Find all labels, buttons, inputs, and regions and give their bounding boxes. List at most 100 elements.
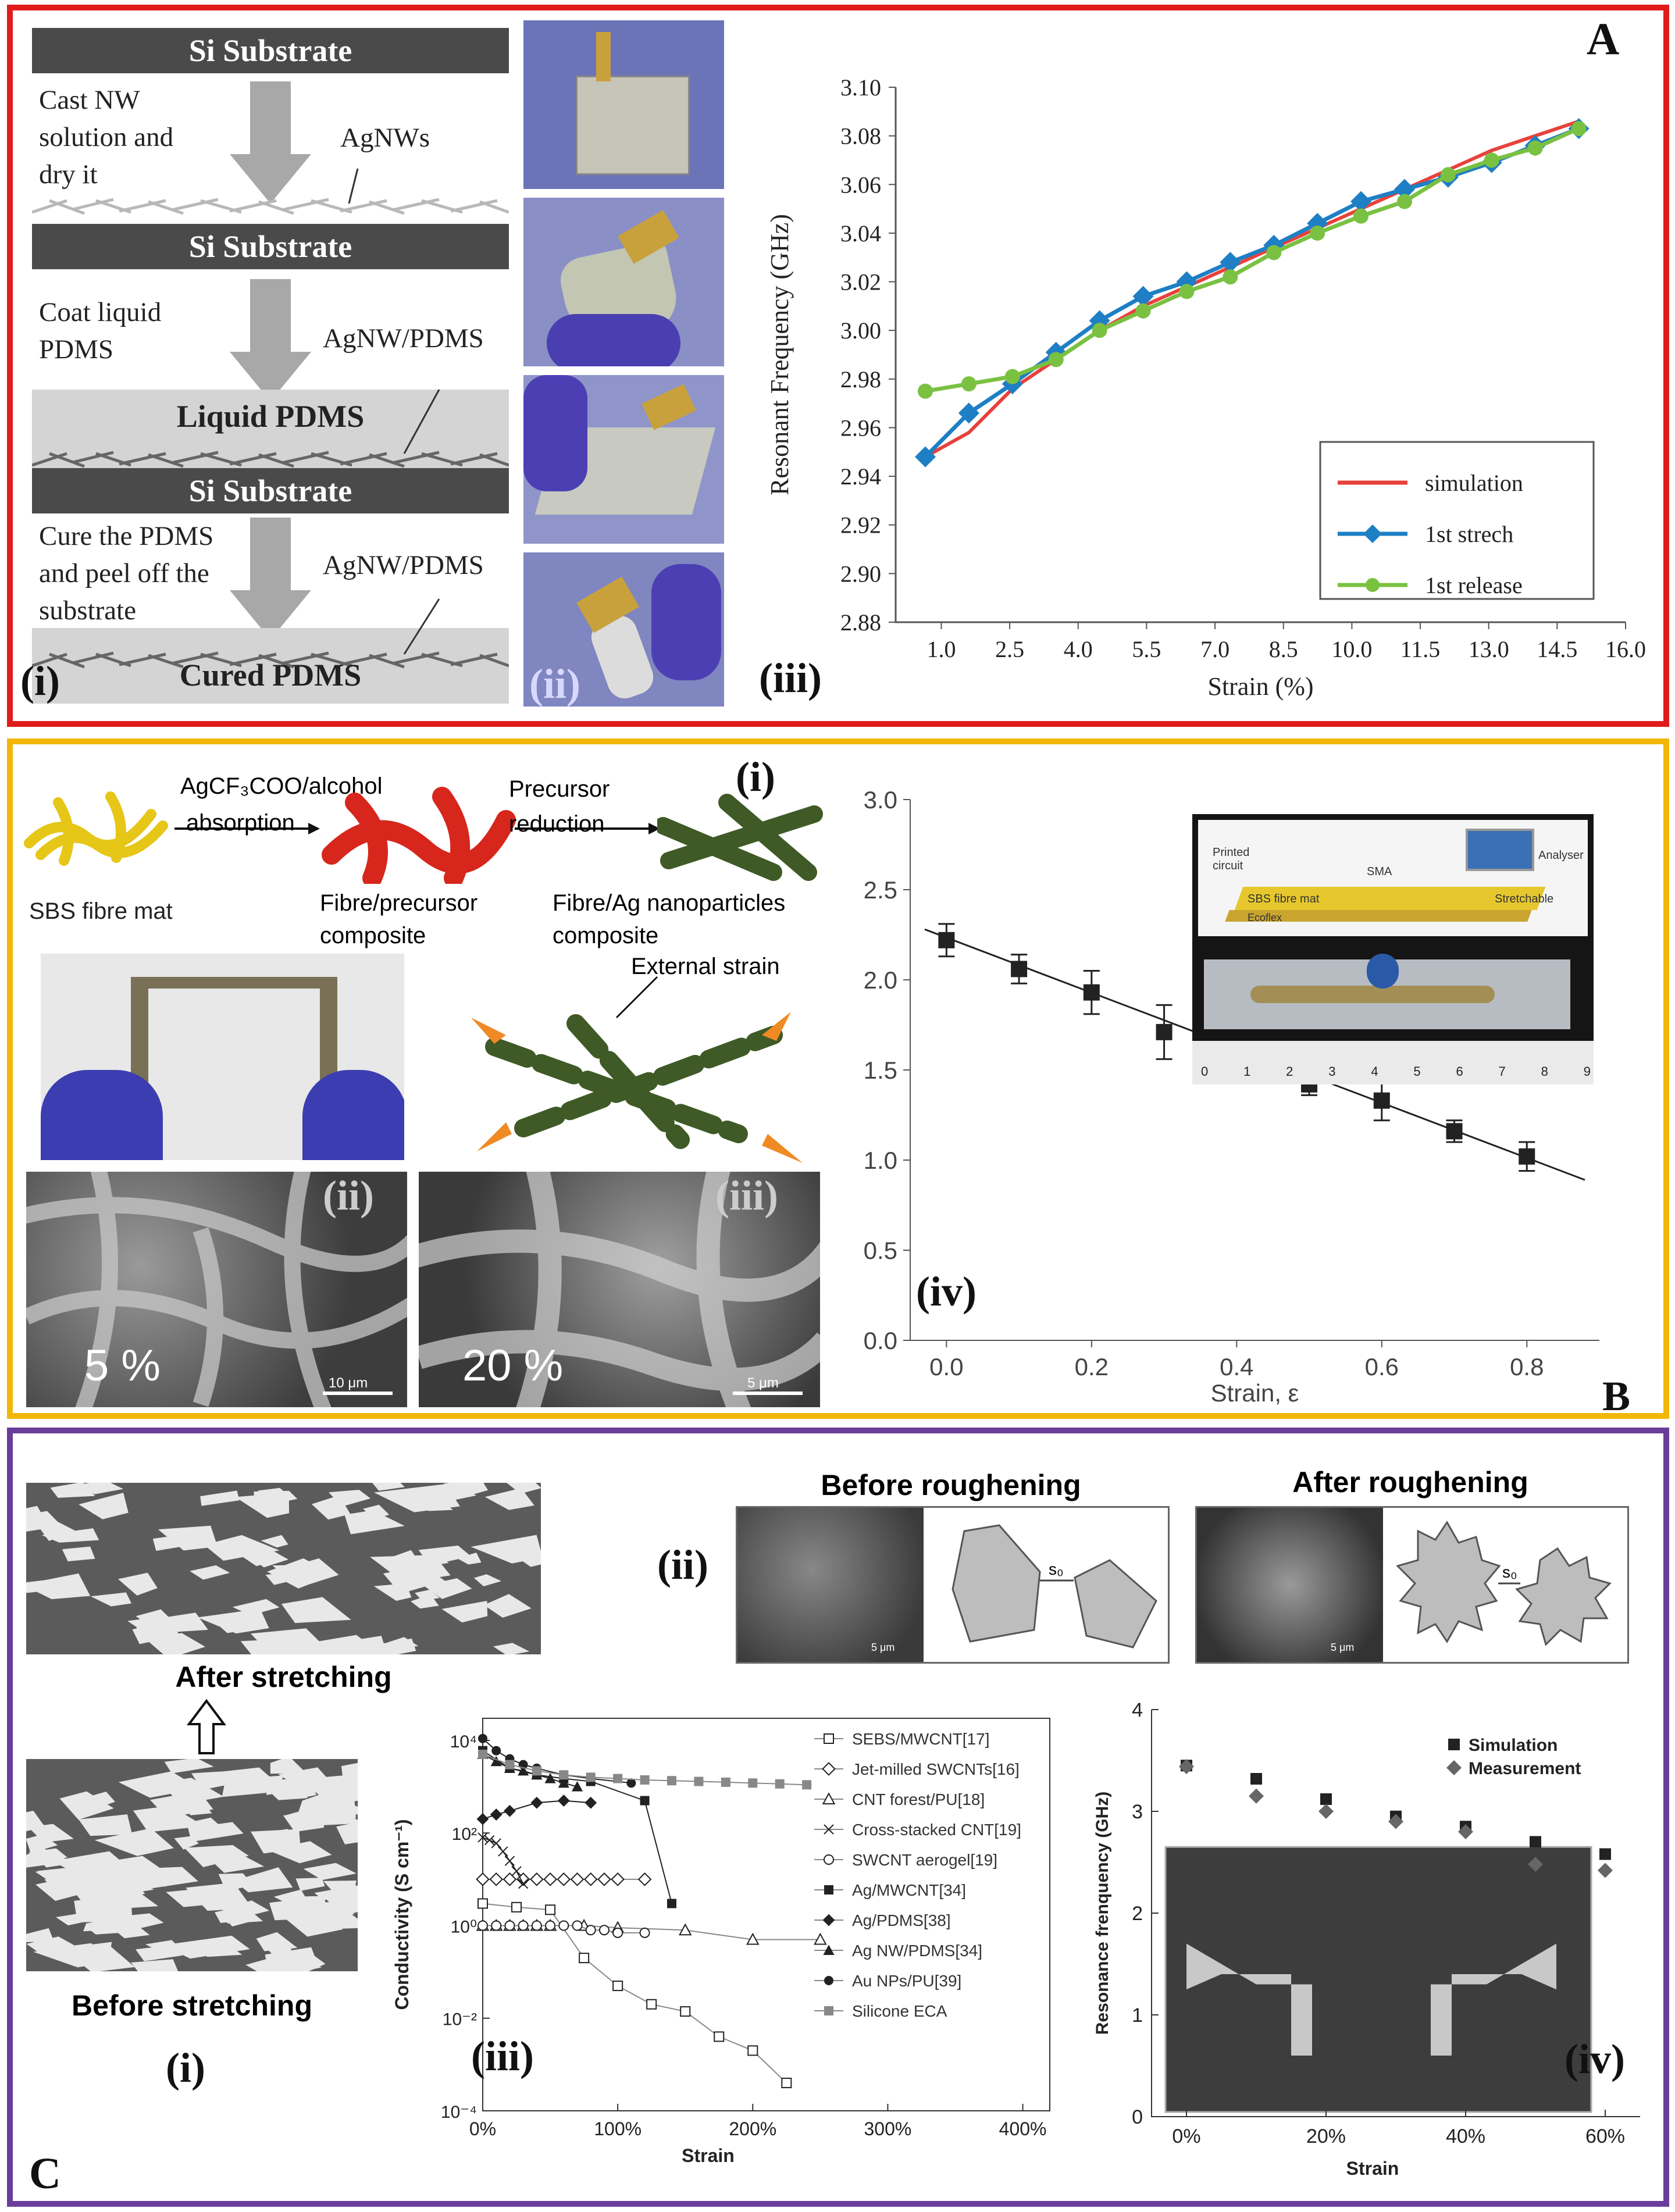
flake xyxy=(152,1535,196,1551)
x-axis-label: Strain xyxy=(682,2145,735,2166)
series-line-2 xyxy=(925,126,1580,394)
release-point xyxy=(1310,225,1325,241)
panel-c-letter: C xyxy=(29,2149,61,2198)
flake xyxy=(26,1834,58,1853)
x-tick-label: 1.0 xyxy=(926,636,956,662)
series-point-9 xyxy=(613,1774,623,1783)
down-arrow-icon xyxy=(230,518,311,640)
y-tick-label: 1.5 xyxy=(864,1057,897,1084)
series-point-0 xyxy=(1250,1773,1262,1785)
series-point-3 xyxy=(518,1878,529,1889)
y-tick-label: 0.5 xyxy=(864,1237,897,1264)
y-tick-label: 3.10 xyxy=(840,74,881,101)
data-point xyxy=(1011,961,1028,977)
before-roughening-title: Before roughening xyxy=(821,1469,1081,1501)
external-strain-label: External strain xyxy=(631,954,780,979)
flake xyxy=(118,1572,158,1596)
sem-image-5pct: 5 % 10 μm (ii) xyxy=(26,1172,407,1407)
flake xyxy=(507,1483,541,1494)
flake xyxy=(76,1874,119,1892)
flake xyxy=(79,1814,133,1836)
flake xyxy=(441,1601,488,1623)
release-point xyxy=(1135,303,1151,319)
flake xyxy=(28,1824,74,1843)
flake xyxy=(74,1896,135,1922)
before-roughening-sem xyxy=(737,1508,924,1662)
series-point-4 xyxy=(531,1920,542,1931)
stretch-point xyxy=(1394,179,1415,200)
legend-label: Measurement xyxy=(1469,1759,1581,1778)
data-point xyxy=(1519,1148,1535,1165)
before-scale-label: 5 μm xyxy=(871,1642,895,1653)
flake xyxy=(188,1822,244,1842)
flake xyxy=(158,1525,218,1551)
down-arrow-icon xyxy=(230,279,311,401)
series-point-4 xyxy=(558,1920,569,1931)
x-tick-label: 8.5 xyxy=(1269,636,1298,662)
panel-a xyxy=(7,5,1669,727)
release-point xyxy=(1527,140,1543,156)
inset-sma: SMA xyxy=(1367,865,1392,878)
flake xyxy=(52,1851,128,1879)
legend-box xyxy=(1319,441,1595,600)
series-line-0 xyxy=(924,119,1580,459)
flake xyxy=(62,1546,95,1562)
flake xyxy=(411,1594,439,1609)
x-tick-label: 0.4 xyxy=(1220,1353,1253,1380)
series-point-1 xyxy=(1458,1824,1473,1839)
flake xyxy=(166,1888,218,1907)
legend-marker xyxy=(1448,1739,1460,1750)
flake xyxy=(33,1942,112,1968)
y-tick-label: 4 xyxy=(1132,1699,1143,1721)
y-tick-label: 1.0 xyxy=(864,1147,897,1174)
sem-image-20pct: 20 % 5 μm (iii) xyxy=(419,1172,820,1407)
up-arrow-icon xyxy=(187,1699,226,1754)
legend-marker xyxy=(823,1945,835,1955)
panel-c-label-iii: (iii) xyxy=(471,2033,534,2079)
series-point-1 xyxy=(476,1872,490,1886)
after-roughening-title: After roughening xyxy=(1292,1466,1528,1499)
x-tick-label: 200% xyxy=(729,2118,776,2139)
flake xyxy=(200,1490,240,1506)
series-point-7 xyxy=(571,1781,583,1792)
legend-marker xyxy=(1446,1760,1462,1775)
legend-label: Ag/MWCNT[34] xyxy=(852,1881,966,1899)
step1-text: Cast NW solution and dry it xyxy=(39,85,174,190)
agnw-layer-3 xyxy=(32,598,509,669)
y-tick-label: 2.0 xyxy=(864,966,897,994)
y-tick-label: 0 xyxy=(1132,2106,1143,2128)
flake xyxy=(131,1959,179,1971)
sbs-fibre-mat-label: SBS fibre mat xyxy=(29,898,173,924)
liquid-pdms-label: Liquid PDMS xyxy=(176,399,365,434)
flake xyxy=(372,1483,405,1491)
y-tick-label: 2.88 xyxy=(840,609,881,636)
legend-marker xyxy=(1366,578,1380,592)
flake xyxy=(215,1905,248,1923)
panel-c-label-iv: (iv) xyxy=(1564,2036,1625,2082)
series-line-1 xyxy=(924,126,1580,459)
before-stretching-label: Before stretching xyxy=(72,1989,312,2022)
release-point xyxy=(961,376,977,392)
x-tick-label: 0.8 xyxy=(1510,1353,1544,1380)
legend-label: Silicone ECA xyxy=(852,2002,947,2020)
x-tick-label: 300% xyxy=(864,2118,912,2139)
arrow-icon xyxy=(174,823,320,834)
panel-b-process: SBS fibre mat AgCF₃COO/alcohol absorptio… xyxy=(17,754,843,965)
release-point xyxy=(1092,323,1107,338)
panel-b-label-iii: (iii) xyxy=(715,1172,778,1219)
x-tick-label: 13.0 xyxy=(1469,636,1509,662)
sbs-fibre-mat-icon xyxy=(24,791,168,866)
panel-c-label-ii: (ii) xyxy=(657,1542,708,1588)
panel-c xyxy=(7,1428,1669,2207)
flake xyxy=(250,1549,288,1568)
flake xyxy=(270,1759,306,1774)
stretch-point xyxy=(1350,191,1372,212)
series-point-1 xyxy=(557,1872,571,1886)
stretch-point xyxy=(1220,252,1241,273)
y-tick-label: 2 xyxy=(1132,1903,1143,1925)
inset-ecoflex: Ecoflex xyxy=(1248,912,1282,923)
composite2-label: Fibre/Ag nanoparticles composite xyxy=(553,890,786,948)
series-point-7 xyxy=(490,1756,502,1767)
x-tick-label: 0% xyxy=(1172,2125,1200,2147)
agnw-layer-1 xyxy=(32,168,509,215)
